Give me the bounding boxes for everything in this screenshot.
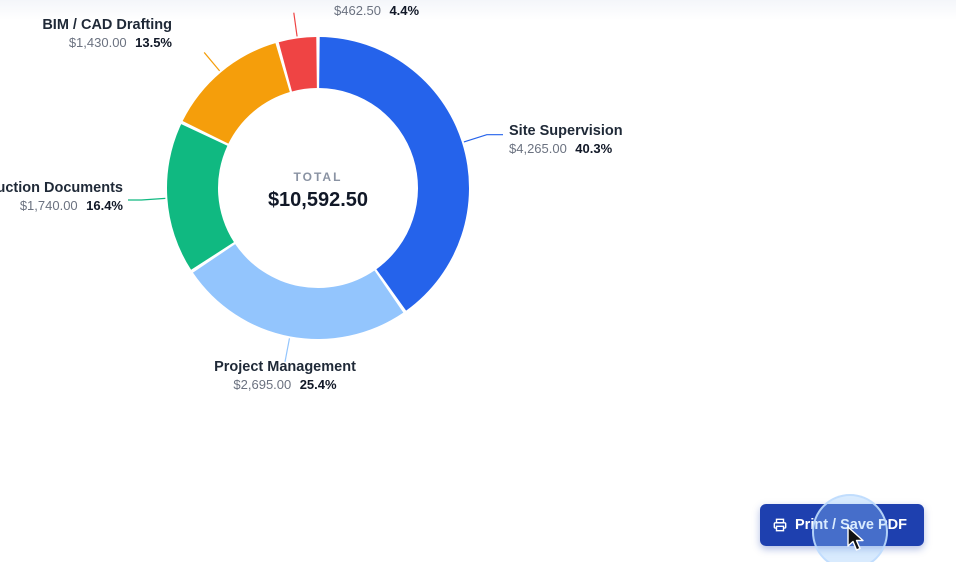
top-shade — [0, 0, 956, 20]
total-value: $10,592.50 — [268, 189, 368, 211]
slice-label-project-management: Project Management $2,695.00 25.4% — [214, 359, 356, 393]
leader-line-project-management — [284, 338, 291, 363]
svg-text:$2,695.00 25.4%: $2,695.00 25.4% — [233, 376, 337, 393]
slice-amount: $1,430.00 — [69, 35, 127, 50]
slice-percent: 16.4% — [86, 198, 123, 213]
donut-center: TOTAL $10,592.50 — [268, 170, 368, 211]
slice-percent: 13.5% — [135, 35, 172, 50]
slice-amount: $2,695.00 — [233, 377, 291, 392]
slice-name: BIM / CAD Drafting — [42, 17, 172, 33]
slice-name: Project Management — [214, 359, 356, 375]
slice-name: uction Documents — [0, 180, 123, 196]
leader-line-bim-cad-drafting — [203, 52, 221, 72]
print-save-pdf-button[interactable]: Print / Save PDF — [760, 504, 924, 546]
leader-lines — [128, 12, 503, 363]
svg-text:$4,265.00 40.3%: $4,265.00 40.3% — [509, 140, 613, 157]
slice-label-construction-documents: uction Documents $1,740.00 16.4% — [0, 180, 124, 214]
print-button-label: Print / Save PDF — [795, 517, 908, 533]
slice-label-bim-cad-drafting: BIM / CAD Drafting $1,430.00 13.5% — [42, 17, 173, 51]
slice-amount: $462.50 — [334, 3, 381, 18]
leader-line-small-segment — [293, 12, 298, 37]
donut-slice-project-management — [192, 244, 404, 339]
svg-text:$1,430.00 13.5%: $1,430.00 13.5% — [69, 34, 173, 51]
donut-slice-site-supervision — [319, 37, 470, 311]
slice-label-site-supervision: Site Supervision $4,265.00 40.3% — [509, 123, 623, 157]
total-caption: TOTAL — [294, 170, 343, 184]
slice-percent: 40.3% — [575, 141, 612, 156]
slice-label-small-segment: $462.50 4.4% — [334, 2, 420, 19]
donut-slice-bim-cad-drafting — [182, 43, 290, 144]
leader-line-construction-documents — [128, 197, 166, 201]
printer-icon — [773, 518, 787, 532]
slice-amount: $4,265.00 — [509, 141, 567, 156]
donut-slices — [166, 37, 470, 339]
donut-slice-small-segment — [278, 37, 317, 92]
slice-amount: $1,740.00 — [20, 198, 78, 213]
leader-line-site-supervision — [463, 134, 503, 143]
slice-name: Site Supervision — [509, 123, 623, 139]
slice-percent: 4.4% — [389, 3, 419, 18]
donut-slice-construction-documents — [166, 124, 234, 270]
slice-percent: 25.4% — [300, 377, 337, 392]
svg-text:$1,740.00 16.4%: $1,740.00 16.4% — [20, 197, 124, 214]
svg-text:$462.50 4.4%: $462.50 4.4% — [334, 2, 420, 19]
